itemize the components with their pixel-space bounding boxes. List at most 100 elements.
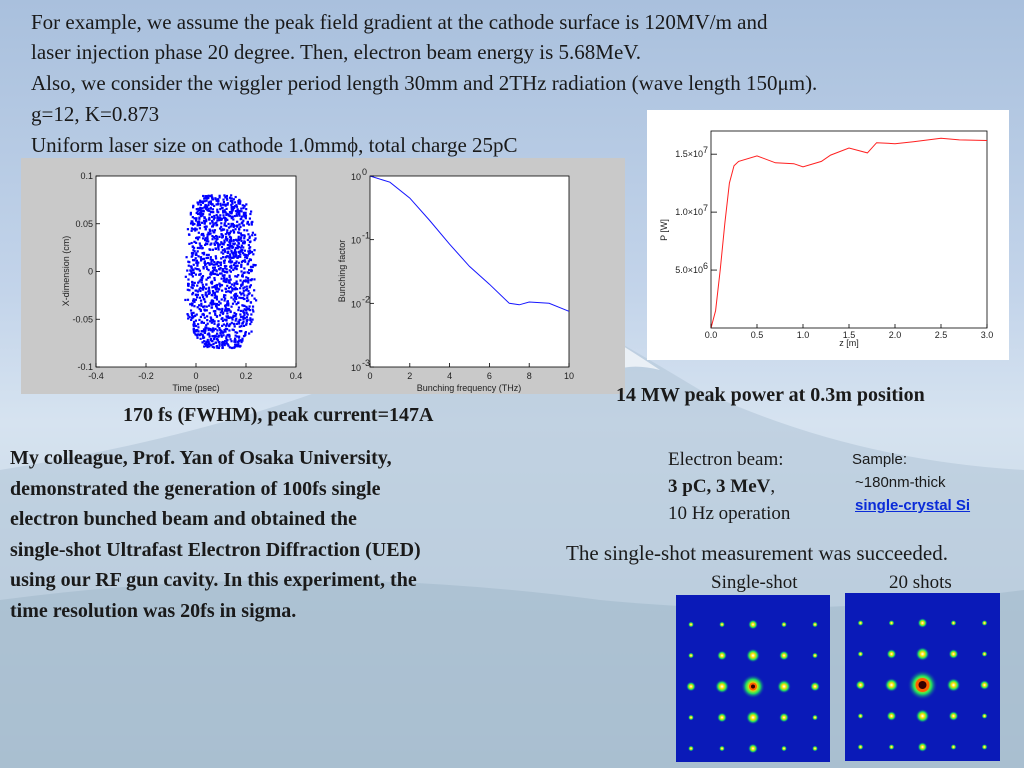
scatter-point [198, 236, 201, 239]
scatter-point [206, 315, 209, 318]
scatter-point [214, 313, 217, 316]
scatter-point [234, 314, 237, 317]
scatter-point [238, 223, 241, 226]
scatter-point [195, 289, 198, 292]
scatter-point [191, 220, 194, 223]
scatter-point [232, 328, 235, 332]
scatter-point [193, 259, 196, 262]
scatter-point [222, 256, 225, 259]
scatter-point [229, 258, 232, 261]
scatter-point [207, 268, 210, 272]
scatter-point [240, 250, 243, 253]
scatter-point [226, 239, 229, 242]
scatter-point [199, 332, 202, 336]
scatter-point [215, 221, 218, 224]
scatter-point [209, 206, 212, 209]
scatter-point [225, 340, 228, 344]
scatter-point [207, 261, 210, 265]
scatter-point [236, 220, 239, 223]
scatter-point [208, 216, 211, 219]
scatter-point [240, 215, 243, 218]
scatter-point [238, 345, 242, 348]
scatter-point [198, 242, 201, 245]
scatter-point [220, 284, 224, 287]
diffraction-spot [981, 744, 988, 750]
scatter-point [192, 311, 195, 314]
scatter-point [211, 281, 214, 284]
scatter-point [226, 218, 229, 222]
scatter-point [213, 322, 216, 325]
scatter-point [230, 305, 233, 308]
scatter-point [217, 246, 220, 249]
scatter-point [239, 246, 242, 249]
scatter-point [205, 305, 208, 308]
scatter-point [247, 292, 250, 296]
scatter-point [223, 318, 226, 321]
scatter-point [244, 280, 247, 283]
scatter-point [204, 262, 207, 265]
scatter-point [218, 314, 222, 317]
scatter-point [187, 314, 190, 317]
scatter-point [226, 300, 229, 303]
scatter-point [251, 231, 254, 234]
power-ytick-exponent: 6 [703, 261, 708, 271]
scatter-point [185, 256, 188, 259]
scatter-point [196, 264, 199, 267]
scatter-point [197, 231, 200, 234]
scatter-point [213, 296, 216, 299]
scatter-point [228, 281, 231, 284]
scatter-point [201, 277, 204, 280]
scatter-point [240, 207, 243, 210]
scatter-point [228, 233, 231, 236]
scatter-point [208, 345, 211, 348]
scatter-point [201, 341, 204, 344]
scatter-point [209, 327, 212, 331]
diffraction-spot [810, 681, 820, 692]
scatter-point [223, 209, 226, 212]
scatter-point [206, 238, 209, 241]
scatter-point [243, 253, 246, 256]
scatter-point [242, 297, 245, 301]
scatter-point [211, 286, 214, 289]
scatter-point [206, 256, 210, 259]
scatter-point [241, 259, 245, 263]
scatter-point [221, 235, 224, 239]
scatter-point [242, 214, 245, 217]
sample-material-link[interactable]: single-crystal Si [855, 497, 971, 514]
scatter-point [229, 236, 233, 239]
scatter-point [239, 253, 242, 256]
scatter-point [231, 222, 234, 226]
bunching-ytick-exponent: -1 [362, 231, 370, 241]
scatter-point [217, 287, 220, 291]
diffraction-spot [857, 713, 864, 719]
power-xtick-label: 3.0 [981, 330, 994, 340]
diffraction-spot [857, 620, 864, 626]
scatter-point [187, 317, 190, 320]
scatter-point [247, 271, 250, 275]
scatter-point [223, 261, 226, 265]
scatter-point [208, 276, 211, 279]
scatter-point [212, 310, 215, 313]
scatter-point [233, 294, 236, 297]
scatter-point [210, 260, 213, 263]
scatter-point [233, 262, 236, 265]
scatter-point [231, 201, 234, 204]
scatter-point [235, 331, 239, 334]
diffraction-spot [717, 712, 727, 723]
scatter-point [200, 281, 203, 284]
scatter-point [191, 223, 195, 226]
scatter-point [220, 245, 224, 249]
scatter-point [241, 204, 244, 207]
scatter-point [205, 199, 208, 202]
scatter-point [212, 329, 215, 332]
scatter-point [207, 208, 210, 211]
scatter-point [190, 255, 193, 258]
scatter-point [235, 267, 238, 271]
scatter-point [232, 252, 235, 255]
scatter-point [224, 287, 227, 290]
scatter-point [197, 326, 200, 329]
scatter-point [232, 255, 235, 259]
power-figure-panel: 0.0 0.5 1.0 1.5 2.0 2.5 3.0 1.5×10 7 1.0×10 7 5.0×1… [647, 110, 1009, 360]
scatter-point [219, 302, 222, 305]
scatter-point [245, 312, 248, 315]
